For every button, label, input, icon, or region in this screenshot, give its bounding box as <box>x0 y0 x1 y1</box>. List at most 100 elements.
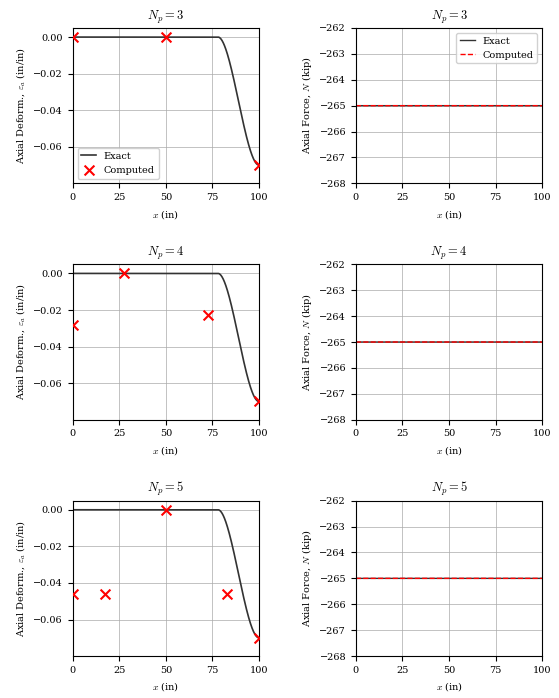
Computed <box>533 101 540 110</box>
Line: Exact: Exact <box>73 274 259 401</box>
Computed <box>120 268 129 279</box>
Exact <box>443 338 450 346</box>
X-axis label: $x$ (in): $x$ (in) <box>435 681 462 693</box>
Computed <box>533 574 540 583</box>
Computed <box>533 101 540 110</box>
Computed <box>438 101 445 110</box>
Title: $N_p = 5$: $N_p = 5$ <box>430 480 467 498</box>
Computed <box>499 101 506 110</box>
Computed <box>353 338 359 346</box>
Computed <box>353 101 359 110</box>
Computed <box>68 588 77 600</box>
X-axis label: $x$ (in): $x$ (in) <box>435 208 462 221</box>
Exact <box>443 101 450 110</box>
Exact <box>155 269 162 278</box>
Computed <box>443 574 450 583</box>
Exact <box>250 155 257 163</box>
Title: $N_p = 3$: $N_p = 3$ <box>147 8 184 26</box>
Computed <box>443 338 450 346</box>
Exact <box>79 505 86 514</box>
Computed <box>362 101 369 110</box>
Computed <box>499 338 506 346</box>
Computed <box>101 588 110 600</box>
Exact <box>499 338 506 346</box>
Exact <box>250 155 257 163</box>
Computed <box>438 338 445 346</box>
Computed <box>162 504 170 515</box>
Computed <box>254 632 263 644</box>
Computed <box>539 574 546 583</box>
Exact <box>69 269 76 278</box>
Exact <box>160 505 167 514</box>
Computed <box>162 31 170 43</box>
Exact <box>160 33 167 41</box>
Exact <box>250 391 257 399</box>
Computed <box>539 338 546 346</box>
Y-axis label: Axial Force, $N$ (kip): Axial Force, $N$ (kip) <box>300 530 314 628</box>
Exact <box>250 628 257 636</box>
Computed <box>203 310 212 321</box>
Line: Exact: Exact <box>73 510 259 638</box>
Computed <box>539 101 546 110</box>
Exact <box>155 505 162 514</box>
Exact <box>438 574 445 583</box>
Y-axis label: Axial Deform., $\varepsilon_a$ (in/in): Axial Deform., $\varepsilon_a$ (in/in) <box>15 283 27 401</box>
Line: Exact: Exact <box>73 37 259 165</box>
Computed <box>254 160 263 171</box>
Exact <box>362 338 369 346</box>
Y-axis label: Axial Force, $N$ (kip): Axial Force, $N$ (kip) <box>300 293 314 391</box>
X-axis label: $x$ (in): $x$ (in) <box>153 681 179 693</box>
Exact <box>499 101 506 110</box>
Legend: Exact, Computed: Exact, Computed <box>78 148 159 179</box>
Exact <box>362 574 369 583</box>
Computed <box>222 588 231 600</box>
Exact <box>69 505 76 514</box>
Exact <box>216 269 222 278</box>
Exact <box>443 574 450 583</box>
Exact <box>539 338 546 346</box>
X-axis label: $x$ (in): $x$ (in) <box>153 444 179 457</box>
Computed <box>68 319 77 330</box>
Exact <box>216 506 222 514</box>
Title: $N_p = 4$: $N_p = 4$ <box>430 245 468 262</box>
Computed <box>353 574 359 583</box>
Legend: Exact, Computed: Exact, Computed <box>456 33 537 64</box>
Computed <box>362 338 369 346</box>
Computed <box>438 574 445 583</box>
Exact <box>250 628 257 636</box>
Title: $N_p = 4$: $N_p = 4$ <box>147 245 184 262</box>
Computed <box>533 574 540 583</box>
Y-axis label: Axial Deform., $\varepsilon_a$ (in/in): Axial Deform., $\varepsilon_a$ (in/in) <box>15 47 27 164</box>
Exact <box>533 338 540 346</box>
Exact <box>438 101 445 110</box>
Exact <box>539 101 546 110</box>
Exact <box>533 101 540 110</box>
Exact <box>539 574 546 583</box>
Exact <box>533 338 540 346</box>
Exact <box>438 338 445 346</box>
Exact <box>353 101 359 110</box>
Exact <box>499 574 506 583</box>
Exact <box>255 634 262 642</box>
Computed <box>499 574 506 583</box>
Exact <box>533 574 540 583</box>
Exact <box>160 269 167 278</box>
Y-axis label: Axial Deform., $\varepsilon_a$ (in/in): Axial Deform., $\varepsilon_a$ (in/in) <box>15 520 27 637</box>
Exact <box>155 33 162 41</box>
Exact <box>255 397 262 406</box>
Exact <box>250 391 257 399</box>
Exact <box>216 34 222 42</box>
Title: $N_p = 5$: $N_p = 5$ <box>148 480 184 498</box>
Exact <box>533 574 540 583</box>
Computed <box>443 101 450 110</box>
Computed <box>533 338 540 346</box>
Exact <box>353 574 359 583</box>
Exact <box>255 161 262 170</box>
Computed <box>362 574 369 583</box>
X-axis label: $x$ (in): $x$ (in) <box>153 208 179 221</box>
Exact <box>79 33 86 41</box>
Exact <box>79 269 86 278</box>
Computed <box>254 396 263 407</box>
Computed <box>68 31 77 43</box>
Title: $N_p = 3$: $N_p = 3$ <box>430 8 468 26</box>
